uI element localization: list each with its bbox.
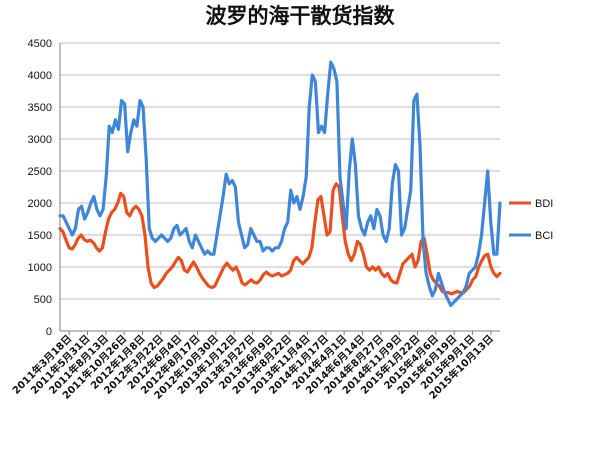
grid-layer (60, 42, 500, 300)
y-tick-label: 4500 (28, 38, 52, 50)
y-tick-label: 1000 (28, 262, 52, 274)
legend: BDI BCI (509, 198, 553, 242)
y-tick-label: 3500 (28, 102, 52, 114)
y-tick-label: 1500 (28, 230, 52, 242)
axes (59, 43, 500, 335)
series-layer (58, 60, 502, 307)
series-line-bdi (58, 182, 502, 296)
series-line-bci (58, 60, 502, 307)
legend-label-bci: BCI (535, 230, 553, 242)
y-tick-label: 4000 (28, 70, 52, 82)
chart-title: 波罗的海干散货指数 (206, 4, 396, 28)
y-tick-label: 3000 (28, 134, 52, 146)
y-tick-label: 2500 (28, 166, 52, 178)
y-tick-labels: 0 500 1000 1500 2000 2500 3000 3500 4000 4500 (28, 38, 52, 338)
legend-label-bdi: BDI (535, 198, 553, 210)
y-tick-label: 2000 (28, 198, 52, 210)
y-tick-label: 500 (34, 294, 52, 306)
x-tick-labels: 2011年3月18日2011年5月31日2011年8月13日2011年10月26… (9, 332, 496, 402)
y-tick-label: 0 (46, 326, 52, 338)
